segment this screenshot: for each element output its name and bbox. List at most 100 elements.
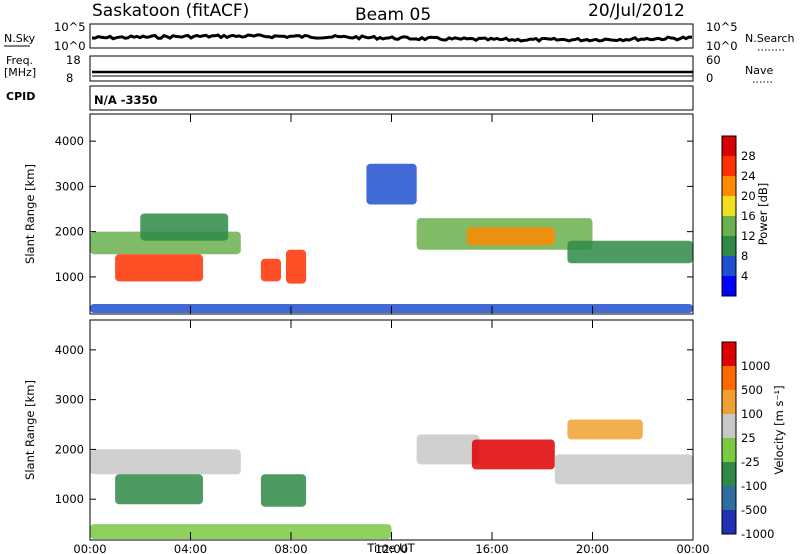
velocity-y-axis: 1000 2000 3000 4000	[55, 343, 693, 506]
nsky-panel: N.Sky 10^5 10^0 10^5 10^0 N.Search	[4, 20, 795, 53]
x-tick-label: 04:00	[174, 542, 207, 554]
y-tick-label: 1000	[55, 492, 84, 506]
echo-band-1	[115, 254, 203, 282]
freq-panel: Freq. [MHz] 18 8 60 0 Nave	[4, 53, 773, 85]
echo-band-4	[471, 439, 555, 470]
colorbar-swatch	[722, 342, 736, 366]
colorbar-frame	[721, 135, 737, 297]
nave-label: Nave	[745, 64, 773, 77]
echo-band-0	[90, 449, 241, 475]
date-label: 20/Jul/2012	[588, 1, 685, 21]
colorbar-tick-label: -1000	[741, 527, 774, 541]
y-tick-label: 4000	[55, 134, 84, 148]
nsky-frame	[89, 23, 694, 49]
velocity-panel: 1000 2000 3000 4000 00:00 04:00 08:00 12:00 16:…	[23, 319, 786, 554]
nsearch-label: N.Search	[745, 32, 795, 45]
y-tick-label: 1000	[55, 270, 84, 284]
colorbar-tick-label: 25	[741, 431, 756, 445]
nsky-tick-top: 10^5	[54, 20, 86, 34]
colorbar-frame	[721, 341, 737, 535]
colorbar-swatch	[722, 462, 736, 486]
echo-band-2	[260, 474, 307, 507]
colorbar-tick-label: 100	[741, 407, 763, 421]
colorbar-swatch	[722, 176, 736, 196]
velocity-colorbar: 1000 500 100 25 -25 -100 -500 -1000	[721, 341, 774, 541]
echo-band-7	[567, 240, 693, 264]
colorbar-tick-label: -500	[741, 503, 767, 517]
colorbar-swatch	[722, 216, 736, 236]
echo-band-4	[286, 249, 307, 284]
echo-band-9	[366, 163, 417, 205]
velocity-ylabel: Slant Range [km]	[23, 380, 37, 480]
power-ylabel: Slant Range [km]	[23, 164, 37, 264]
colorbar-swatch	[722, 156, 736, 176]
colorbar-swatch	[722, 256, 736, 276]
echo-band-3	[416, 434, 480, 465]
nsky-trace	[91, 33, 692, 43]
power-colorbar: 28 24 20 16 12 8 4	[721, 135, 756, 297]
nsky-tick-bottom: 10^0	[54, 39, 86, 53]
x-tick-label: 00:00	[73, 542, 106, 554]
nsearch-tick-bottom: 10^0	[706, 39, 738, 53]
echo-band-3	[260, 258, 281, 282]
freq-frame	[89, 55, 694, 82]
beam-label: Beam 05	[355, 5, 431, 25]
echo-band-7	[567, 419, 643, 440]
y-tick-label: 3000	[55, 393, 84, 407]
cpid-frame	[89, 85, 694, 111]
colorbar-tick-label: 8	[741, 249, 748, 263]
colorbar-tick-label: -100	[741, 479, 767, 493]
colorbar-tick-label: -25	[741, 455, 760, 469]
x-tick-label: 00:00	[676, 542, 709, 554]
power-panel: 1000 2000 3000 4000 Slant Range [km] 28 24 20…	[23, 113, 770, 315]
y-tick-label: 4000	[55, 343, 84, 357]
echo-band-2	[140, 213, 229, 241]
freq-tick-bottom: 8	[66, 71, 73, 85]
echo-band-1	[115, 474, 203, 505]
colorbar-swatch	[722, 276, 736, 296]
freq-tick-top: 18	[66, 53, 81, 67]
velocity-x-axis: 00:00 04:00 08:00 12:00 16:00 20:00 00:00	[73, 320, 710, 554]
colorbar-tick-label: 24	[741, 169, 756, 183]
power-echoes	[90, 163, 693, 313]
nsky-label: N.Sky	[4, 32, 36, 45]
x-axis-label: Time UT	[366, 541, 415, 554]
colorbar-swatch	[722, 414, 736, 438]
colorbar-swatch	[722, 236, 736, 256]
colorbar-swatch	[722, 196, 736, 216]
power-y-axis: 1000 2000 3000 4000	[55, 134, 693, 284]
nave-tick-bottom: 0	[706, 71, 713, 85]
velocity-colorbar-label: Velocity [m s⁻¹]	[772, 385, 786, 474]
x-tick-label: 16:00	[475, 542, 508, 554]
freq-label: Freq.	[6, 54, 33, 67]
x-tick-label: 20:00	[576, 542, 609, 554]
y-tick-label: 3000	[55, 179, 84, 193]
echo-band-5	[554, 454, 693, 485]
power-x-axis	[89, 114, 694, 314]
nave-tick-top: 60	[706, 53, 721, 67]
colorbar-swatch	[722, 510, 736, 534]
colorbar-swatch	[722, 438, 736, 462]
colorbar-swatch	[722, 486, 736, 510]
colorbar-tick-label: 28	[741, 149, 756, 163]
cpid-value: N/A -3350	[94, 93, 158, 107]
colorbar-swatch	[722, 136, 736, 156]
colorbar-tick-label: 20	[741, 189, 756, 203]
colorbar-tick-label: 12	[741, 229, 756, 243]
colorbar-tick-label: 4	[741, 269, 748, 283]
colorbar-tick-label: 500	[741, 383, 763, 397]
freq-unit: [MHz]	[4, 66, 36, 79]
velocity-echoes	[90, 419, 693, 539]
nsearch-tick-top: 10^5	[706, 20, 738, 34]
cpid-panel: CPID N/A -3350	[6, 85, 694, 111]
cpid-label: CPID	[6, 90, 35, 103]
station-title: Saskatoon (fitACF)	[92, 1, 249, 21]
colorbar-tick-label: 1000	[741, 359, 770, 373]
y-tick-label: 2000	[55, 225, 84, 239]
x-tick-label: 12:00	[375, 542, 408, 554]
echo-band-6	[466, 227, 555, 246]
colorbar-tick-label: 16	[741, 209, 756, 223]
power-colorbar-label: Power [dB]	[756, 183, 770, 246]
echo-band-6	[90, 524, 392, 539]
